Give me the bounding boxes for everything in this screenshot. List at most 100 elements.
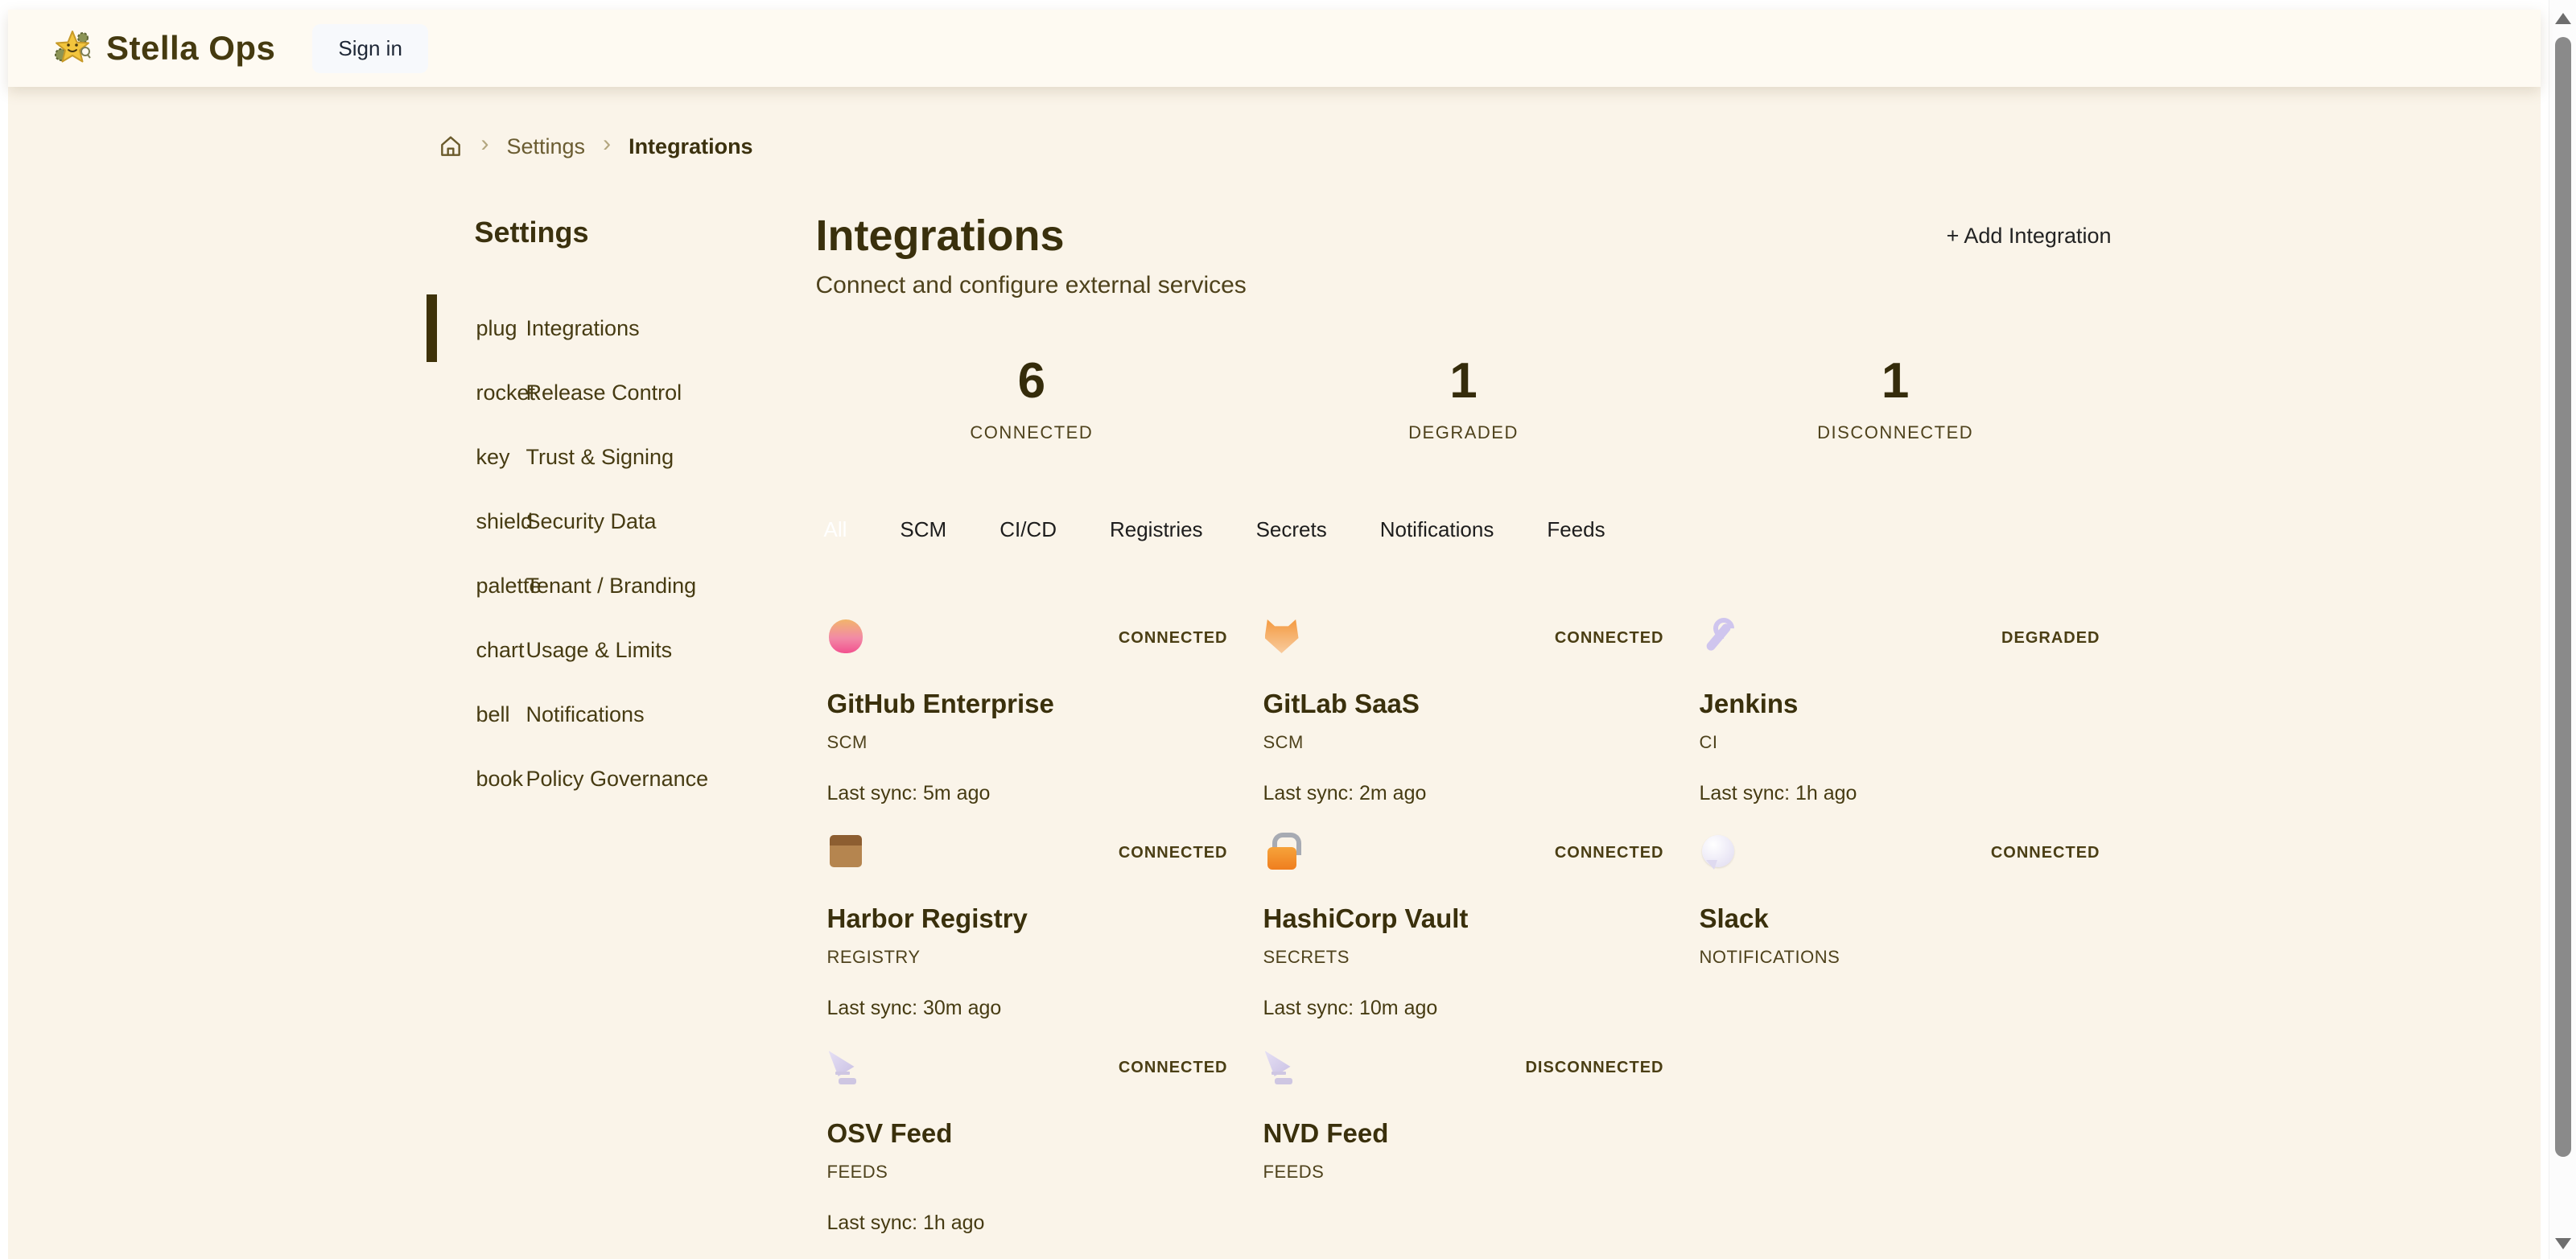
- sidebar-item-integrations[interactable]: plug Integrations: [426, 294, 784, 362]
- last-sync: [1263, 1212, 1664, 1234]
- lock-icon: [1263, 833, 1301, 870]
- scroll-down-arrow-icon[interactable]: [2555, 1238, 2571, 1249]
- breadcrumb-separator: ›: [603, 130, 612, 157]
- sidebar-item-tenant-branding[interactable]: palette Tenant / Branding: [438, 553, 784, 618]
- tab-feeds[interactable]: Feeds: [1547, 517, 1605, 541]
- integration-type: SCM: [1263, 732, 1304, 752]
- settings-sidebar: Settings plug Integrations rocket Releas…: [426, 211, 784, 811]
- tab-scm[interactable]: SCM: [900, 517, 947, 541]
- last-sync: Last sync: 1h ago: [826, 1212, 985, 1234]
- breadcrumb-separator: ›: [480, 130, 489, 157]
- stat-value: 6: [1017, 353, 1046, 409]
- integration-type: FEEDS: [1263, 1162, 1325, 1182]
- breadcrumb: › Settings › Integrations: [438, 132, 2112, 161]
- status-badge: CONNECTED: [1118, 844, 1228, 862]
- sidebar-item-label: Trust & Signing: [526, 445, 674, 469]
- tab-secrets[interactable]: Secrets: [1255, 517, 1327, 541]
- shield-icon: shield: [476, 509, 534, 533]
- wrench-icon: [1700, 618, 1737, 655]
- speech-balloon-icon: [1700, 833, 1737, 870]
- status-badge: CONNECTED: [1118, 1059, 1228, 1076]
- satellite-icon: [827, 1047, 864, 1084]
- integration-card-osv-feed[interactable]: CONNECTED OSV Feed FEEDS Last sync: 1h a…: [816, 1047, 1239, 1235]
- tab-notifications[interactable]: Notifications: [1379, 517, 1494, 541]
- integration-type: SCM: [826, 732, 868, 752]
- integration-name: OSV Feed: [826, 1118, 953, 1148]
- breadcrumb-current: Integrations: [629, 134, 753, 158]
- sidebar-item-label: Security Data: [526, 509, 657, 533]
- status-badge: DISCONNECTED: [1525, 1059, 1664, 1076]
- integration-grid: CONNECTED GitHub Enterprise SCM Last syn…: [816, 618, 2112, 1235]
- stat-label: DEGRADED: [1408, 422, 1519, 442]
- status-badge: DEGRADED: [2001, 629, 2100, 647]
- integration-card-harbor-registry[interactable]: CONNECTED Harbor Registry REGISTRY Last …: [816, 833, 1239, 1020]
- integration-card-slack[interactable]: CONNECTED Slack NOTIFICATIONS: [1688, 833, 2112, 1020]
- scrollbar: [2549, 0, 2576, 1259]
- fox-icon: [1263, 618, 1300, 655]
- package-icon: [827, 833, 864, 870]
- brand: Stella Ops: [53, 29, 275, 68]
- integration-card-hashicorp-vault[interactable]: CONNECTED HashiCorp Vault SECRETS Last s…: [1252, 833, 1675, 1020]
- last-sync: Last sync: 10m ago: [1263, 997, 1438, 1019]
- sidebar-item-policy-governance[interactable]: book Policy Governance: [438, 747, 784, 811]
- sidebar-item-label: Policy Governance: [526, 767, 709, 791]
- integration-card-gitlab-saas[interactable]: CONNECTED GitLab SaaS SCM Last sync: 2m …: [1252, 618, 1675, 805]
- integration-type: NOTIFICATIONS: [1699, 947, 1840, 967]
- book-icon: book: [476, 767, 524, 791]
- integration-name: Slack: [1699, 903, 1769, 933]
- integration-type: SECRETS: [1263, 947, 1350, 967]
- sidebar-item-label: Integrations: [526, 316, 640, 340]
- last-sync: Last sync: 1h ago: [1699, 782, 1857, 804]
- integration-card-nvd-feed[interactable]: DISCONNECTED NVD Feed FEEDS: [1252, 1047, 1675, 1235]
- add-integration-button[interactable]: + Add Integration: [1946, 224, 2112, 248]
- integration-type: REGISTRY: [826, 947, 921, 967]
- plug-icon: plug: [476, 316, 517, 340]
- integration-type: FEEDS: [826, 1162, 888, 1182]
- integration-name: Harbor Registry: [826, 903, 1028, 933]
- tab-registries[interactable]: Registries: [1109, 517, 1203, 541]
- last-sync: Last sync: 2m ago: [1263, 782, 1427, 804]
- sidebar-item-release-control[interactable]: rocket Release Control: [438, 360, 784, 425]
- scrollbar-thumb[interactable]: [2555, 37, 2571, 1157]
- integration-card-jenkins[interactable]: DEGRADED Jenkins CI Last sync: 1h ago: [1688, 618, 2112, 805]
- integrations-main: Integrations Connect and configure exter…: [816, 211, 2112, 1235]
- sign-in-button[interactable]: Sign in: [312, 23, 428, 73]
- tab-all[interactable]: All: [823, 517, 847, 541]
- satellite-icon: [1263, 1047, 1300, 1084]
- sidebar-item-label: Notifications: [526, 702, 645, 726]
- integration-name: NVD Feed: [1263, 1118, 1389, 1148]
- sidebar-item-security-data[interactable]: shield Security Data: [438, 489, 784, 553]
- rocket-icon: rocket: [476, 381, 536, 405]
- integration-type: CI: [1699, 732, 1718, 752]
- integration-name: GitLab SaaS: [1263, 689, 1420, 718]
- status-summary: 6 CONNECTED 1 DEGRADED 1 DISCONNECTED: [816, 352, 2112, 443]
- octopus-icon: [827, 618, 864, 655]
- tab-cicd[interactable]: CI/CD: [999, 517, 1057, 541]
- top-bar: Stella Ops Sign in: [8, 10, 2541, 87]
- bell-icon: bell: [476, 702, 510, 726]
- scroll-up-arrow-icon[interactable]: [2555, 13, 2571, 24]
- status-badge: CONNECTED: [1118, 629, 1228, 647]
- palette-icon: palette: [476, 574, 542, 598]
- last-sync: Last sync: 30m ago: [826, 997, 1002, 1019]
- last-sync: Last sync: 5m ago: [826, 782, 991, 804]
- integration-name: GitHub Enterprise: [826, 689, 1054, 718]
- category-tabs: All SCM CI/CD Registries Secrets Notific…: [816, 512, 2112, 547]
- page-subtitle: Connect and configure external services: [815, 272, 1247, 298]
- sidebar-item-trust-signing[interactable]: key Trust & Signing: [438, 425, 784, 489]
- page-title: Integrations: [815, 212, 1065, 260]
- home-icon[interactable]: [438, 134, 464, 159]
- sidebar-item-notifications[interactable]: bell Notifications: [438, 682, 784, 747]
- integration-name: HashiCorp Vault: [1263, 903, 1469, 933]
- sidebar-title: Settings: [474, 216, 589, 249]
- integration-name: Jenkins: [1699, 689, 1799, 718]
- sidebar-item-usage-limits[interactable]: chart Usage & Limits: [438, 618, 784, 682]
- app-logo-star-icon: [55, 31, 91, 63]
- integration-card-github-enterprise[interactable]: CONNECTED GitHub Enterprise SCM Last syn…: [816, 618, 1239, 805]
- stat-value: 1: [1449, 353, 1478, 409]
- sidebar-item-label: Usage & Limits: [526, 638, 673, 662]
- status-badge: CONNECTED: [1990, 844, 2100, 862]
- key-icon: key: [476, 445, 510, 469]
- breadcrumb-settings[interactable]: Settings: [506, 134, 586, 158]
- stat-label: DISCONNECTED: [1817, 422, 1974, 442]
